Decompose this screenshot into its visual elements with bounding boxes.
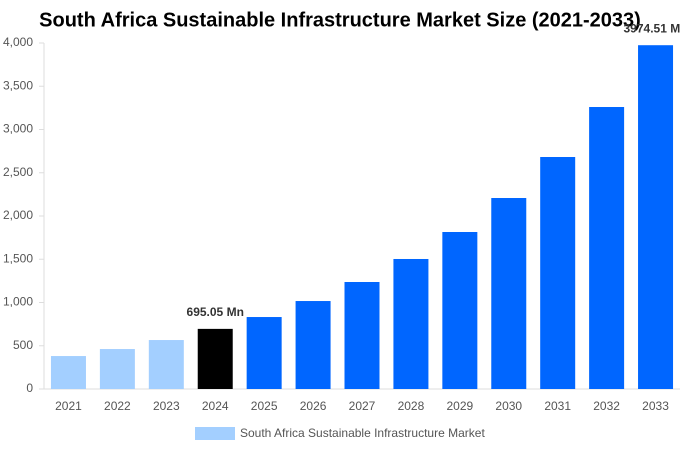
y-tick-label: 2,500: [3, 165, 33, 179]
legend-label: South Africa Sustainable Infrastructure …: [240, 426, 485, 440]
x-tick-label: 2021: [55, 399, 82, 413]
y-tick-label: 0: [26, 381, 33, 395]
x-tick-label: 2032: [593, 399, 620, 413]
bar: [246, 317, 282, 389]
bar: [589, 107, 625, 389]
x-tick-label: 2030: [495, 399, 522, 413]
bar: [295, 301, 331, 389]
data-label: 695.05 Mn: [187, 305, 244, 319]
legend-swatch: [195, 427, 235, 440]
y-tick-label: 500: [13, 338, 33, 352]
x-tick-label: 2024: [202, 399, 229, 413]
data-label: 3974.51 Mn: [624, 21, 680, 35]
x-tick-label: 2029: [446, 399, 473, 413]
y-tick-label: 3,500: [3, 78, 33, 92]
x-tick-label: 2025: [251, 399, 278, 413]
bar: [638, 45, 674, 389]
bar: [344, 281, 380, 389]
x-tick-label: 2031: [544, 399, 571, 413]
x-tick-label: 2022: [104, 399, 131, 413]
bar: [540, 157, 576, 389]
x-tick-label: 2026: [300, 399, 327, 413]
bar: [197, 328, 233, 389]
bar: [442, 232, 478, 389]
x-tick-label: 2033: [642, 399, 669, 413]
y-tick-label: 1,500: [3, 251, 33, 265]
x-tick-label: 2023: [153, 399, 180, 413]
bar: [393, 258, 429, 389]
y-tick-label: 2,000: [3, 208, 33, 222]
bar: [99, 349, 135, 389]
x-tick-label: 2028: [398, 399, 425, 413]
bar: [148, 340, 184, 389]
y-tick-label: 3,000: [3, 122, 33, 136]
bar: [50, 356, 86, 389]
y-tick-label: 1,000: [3, 295, 33, 309]
bar: [491, 198, 527, 389]
chart-title: South Africa Sustainable Infrastructure …: [39, 9, 641, 31]
y-tick-label: 4,000: [3, 35, 33, 49]
x-tick-label: 2027: [349, 399, 376, 413]
